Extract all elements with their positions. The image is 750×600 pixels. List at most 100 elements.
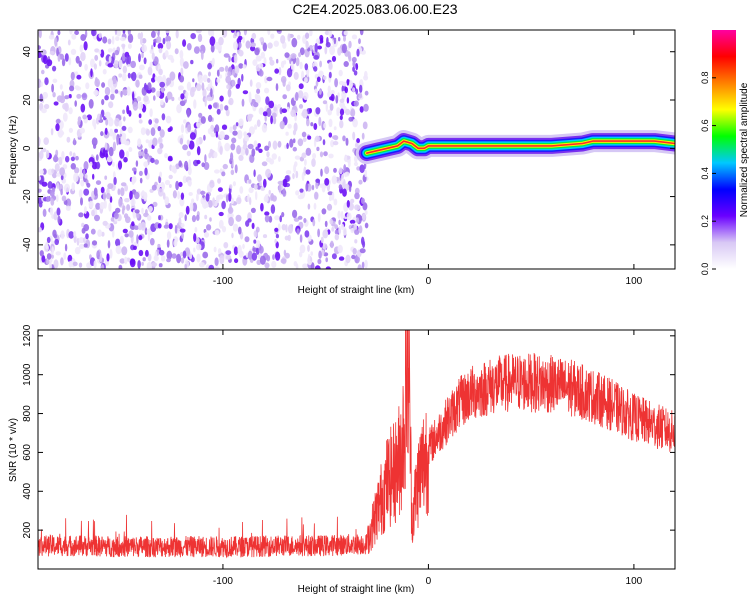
noise-blob bbox=[145, 249, 149, 257]
noise-blob bbox=[338, 69, 343, 77]
noise-blob bbox=[122, 228, 128, 234]
noise-blob bbox=[114, 212, 119, 220]
noise-blob bbox=[241, 98, 245, 107]
noise-blob bbox=[131, 167, 137, 172]
noise-blob bbox=[152, 137, 158, 147]
noise-blob bbox=[184, 214, 187, 222]
noise-blob bbox=[118, 59, 123, 69]
noise-blob bbox=[209, 148, 214, 156]
noise-blob bbox=[228, 216, 235, 227]
noise-blob bbox=[324, 166, 330, 175]
noise-blob bbox=[169, 126, 173, 132]
y-tick-label: 400 bbox=[22, 482, 33, 499]
noise-blob bbox=[234, 65, 240, 74]
noise-blob bbox=[314, 88, 318, 94]
noise-blob bbox=[107, 183, 114, 190]
noise-blob bbox=[151, 52, 155, 60]
noise-blob bbox=[319, 151, 324, 158]
noise-blob bbox=[159, 171, 163, 178]
noise-blob bbox=[226, 84, 230, 90]
noise-blob bbox=[102, 220, 108, 226]
y-tick-label: -20 bbox=[22, 189, 33, 204]
noise-blob bbox=[144, 167, 148, 176]
noise-blob bbox=[272, 254, 275, 260]
noise-blob bbox=[50, 198, 55, 206]
noise-blob bbox=[95, 154, 99, 162]
noise-blob bbox=[154, 76, 158, 81]
noise-blob bbox=[333, 126, 337, 131]
noise-blob bbox=[157, 42, 164, 50]
noise-blob bbox=[271, 112, 277, 118]
x-tick-label: 0 bbox=[426, 576, 432, 587]
noise-blob bbox=[178, 85, 182, 91]
noise-blob bbox=[208, 264, 215, 269]
noise-blob bbox=[126, 86, 131, 96]
noise-blob bbox=[168, 174, 173, 180]
noise-blob bbox=[166, 91, 173, 100]
noise-blob bbox=[159, 143, 164, 149]
noise-blob bbox=[317, 228, 320, 238]
noise-blob bbox=[201, 82, 205, 91]
noise-blob bbox=[78, 244, 85, 249]
noise-blob bbox=[276, 30, 281, 33]
noise-blob bbox=[247, 250, 253, 260]
noise-blob bbox=[189, 202, 194, 212]
noise-blob bbox=[168, 223, 173, 230]
noise-blob bbox=[166, 239, 170, 248]
noise-blob bbox=[230, 143, 236, 151]
noise-blob bbox=[251, 252, 258, 261]
noise-blob bbox=[44, 77, 49, 86]
noise-blob bbox=[115, 245, 122, 255]
noise-blob bbox=[54, 37, 58, 47]
noise-blob bbox=[295, 57, 300, 67]
noise-blob bbox=[361, 236, 365, 246]
noise-blob bbox=[311, 184, 315, 191]
noise-blob bbox=[40, 49, 47, 56]
noise-blob bbox=[279, 120, 285, 130]
noise-blob bbox=[282, 188, 286, 197]
noise-blob bbox=[143, 161, 149, 168]
noise-blob bbox=[70, 156, 75, 162]
noise-blob bbox=[229, 202, 232, 212]
noise-blob bbox=[125, 150, 130, 158]
noise-blob bbox=[146, 261, 152, 269]
noise-blob bbox=[284, 252, 290, 259]
noise-blob bbox=[147, 253, 152, 262]
noise-blob bbox=[209, 179, 215, 188]
noise-blob bbox=[333, 198, 338, 206]
noise-blob bbox=[276, 58, 279, 64]
noise-blob bbox=[64, 95, 70, 100]
noise-blob bbox=[301, 70, 305, 80]
noise-blob bbox=[191, 215, 197, 223]
noise-blob bbox=[135, 79, 140, 88]
noise-blob bbox=[216, 78, 221, 83]
noise-blob bbox=[225, 250, 232, 256]
noise-blob bbox=[315, 107, 321, 115]
noise-blob bbox=[129, 258, 136, 268]
noise-blob bbox=[219, 95, 224, 102]
noise-blob bbox=[100, 264, 105, 269]
noise-blob bbox=[57, 215, 61, 224]
noise-blob bbox=[123, 156, 128, 163]
noise-blob bbox=[112, 141, 116, 152]
noise-blob bbox=[82, 114, 87, 120]
noise-blob bbox=[174, 48, 179, 55]
noise-blob bbox=[180, 93, 185, 100]
noise-blob bbox=[203, 231, 210, 238]
noise-blob bbox=[364, 259, 368, 269]
noise-blob bbox=[39, 250, 44, 257]
noise-blob bbox=[249, 79, 253, 87]
noise-blob bbox=[359, 106, 364, 113]
noise-blob bbox=[57, 128, 64, 138]
noise-blob bbox=[71, 33, 77, 40]
noise-blob bbox=[221, 171, 226, 177]
noise-blob bbox=[145, 139, 149, 144]
noise-blob bbox=[297, 194, 304, 200]
noise-blob bbox=[67, 39, 71, 46]
noise-blob bbox=[345, 137, 349, 146]
noise-blob bbox=[322, 229, 329, 239]
noise-blob bbox=[290, 109, 296, 117]
noise-blob bbox=[184, 264, 187, 269]
noise-blob bbox=[328, 195, 333, 202]
noise-blob bbox=[322, 75, 327, 80]
